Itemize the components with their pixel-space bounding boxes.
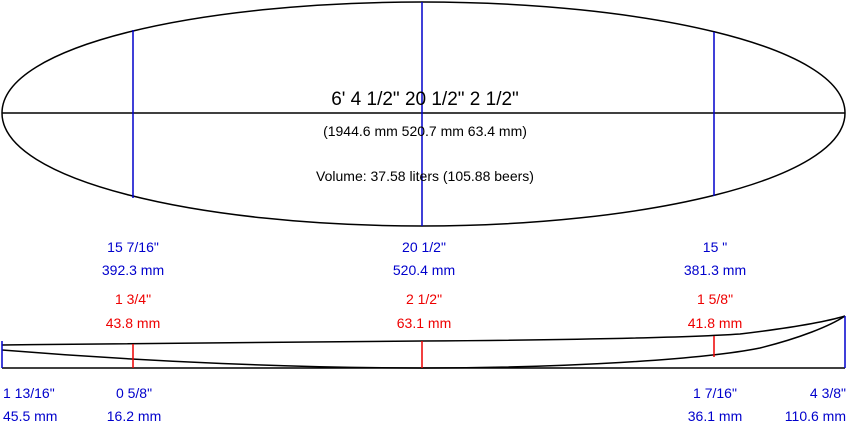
volume-label: Volume: 37.58 liters (105.88 beers)	[316, 168, 534, 184]
rocker-nose-imperial: 1 13/16"	[3, 385, 55, 401]
board-outline	[1, 1, 846, 227]
rocker-left-imperial: 0 5/8"	[115, 385, 153, 401]
thickness-left-metric: 43.8 mm	[105, 315, 161, 331]
width-right-metric: 381.3 mm	[683, 262, 747, 278]
overall-dimensions-imperial: 6' 4 1/2" 20 1/2" 2 1/2"	[331, 89, 519, 110]
rocker-right-imperial: 1 7/16"	[693, 385, 737, 401]
width-left-imperial: 15 7/16"	[107, 239, 159, 255]
width-center-metric: 520.4 mm	[392, 262, 456, 278]
width-right-imperial: 15 "	[702, 239, 728, 255]
thickness-center-metric: 63.1 mm	[396, 315, 452, 331]
thickness-right-metric: 41.8 mm	[687, 315, 743, 331]
width-center-imperial: 20 1/2"	[402, 239, 446, 255]
rocker-tail-metric: 110.6 mm	[784, 408, 846, 424]
overall-dimensions-metric: (1944.6 mm 520.7 mm 63.4 mm)	[323, 123, 527, 139]
rocker-left-metric: 16.2 mm	[106, 408, 162, 424]
profile-deck	[1, 315, 846, 346]
thickness-left-imperial: 1 3/4"	[114, 291, 152, 307]
rocker-tail-imperial: 4 3/8"	[809, 385, 846, 401]
width-left-metric: 392.3 mm	[101, 262, 165, 278]
thickness-center-imperial: 2 1/2"	[405, 291, 443, 307]
profile-bottom	[1, 315, 846, 369]
rocker-nose-metric: 45.5 mm	[3, 408, 58, 424]
thickness-right-imperial: 1 5/8"	[696, 291, 734, 307]
rocker-right-metric: 36.1 mm	[687, 408, 743, 424]
